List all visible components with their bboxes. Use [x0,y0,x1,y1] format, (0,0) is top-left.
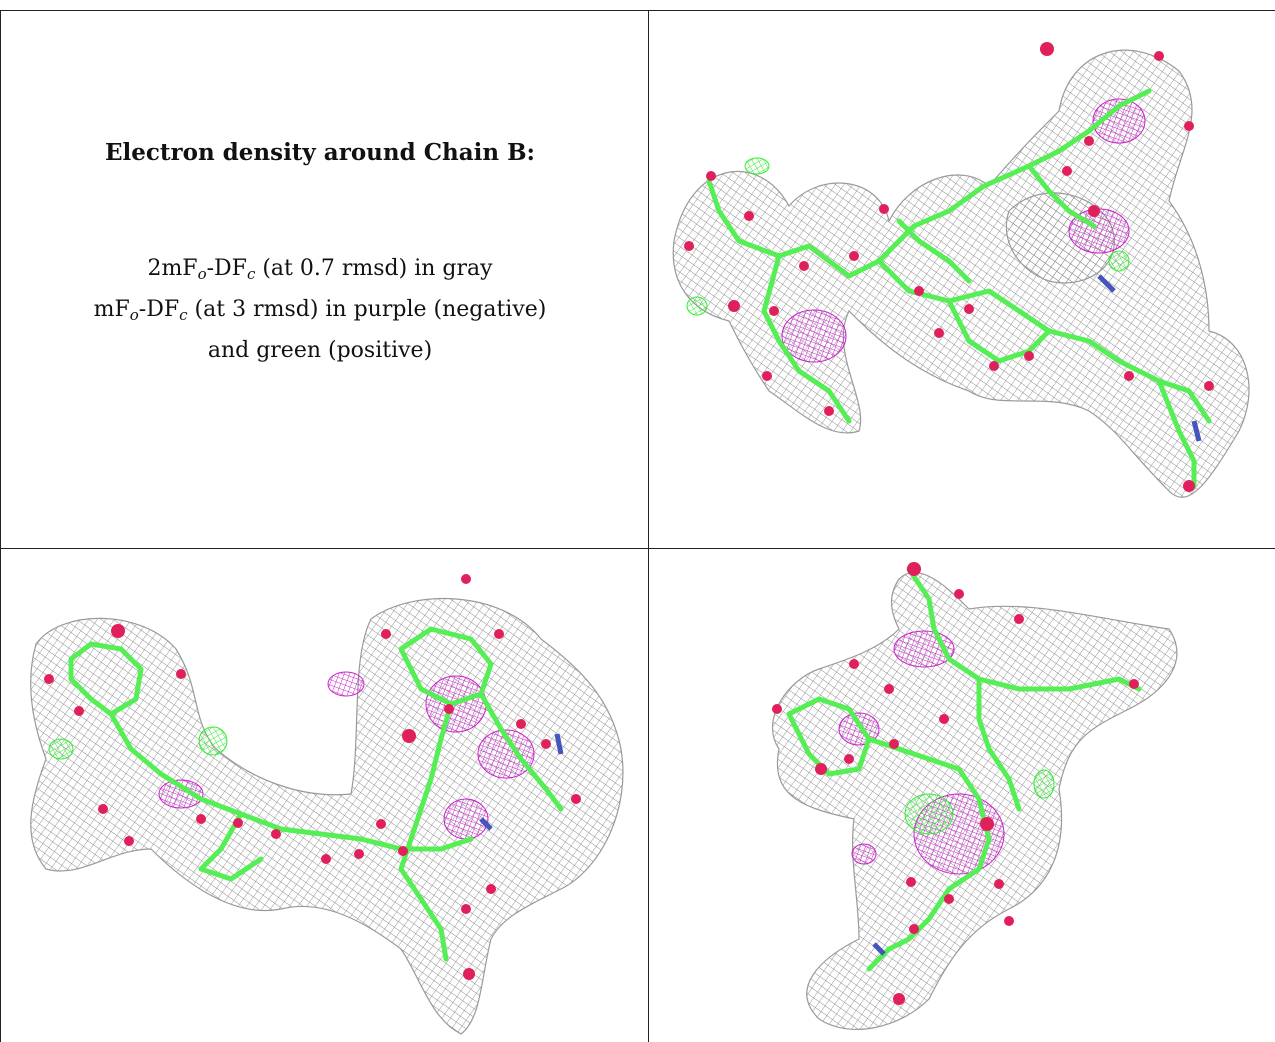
molecule-density-icon [672,42,1250,498]
caption-cell: Electron density around Chain B: 2mFo-DF… [1,11,648,548]
chain-b-density-view-1 [649,11,1275,548]
legend-line-gray: 2mFo-DFc (at 0.7 rmsd) in gray [147,256,493,283]
chain-b-density-view-2 [1,549,648,1042]
chain-b-density-view-3 [649,549,1275,1042]
table-center-border [648,10,649,1042]
table-middle-border [0,548,1275,549]
table-left-border [0,10,1,1042]
density-legend: 2mFo-DFc (at 0.7 rmsd) in gray mFo-DFc (… [1,251,639,369]
legend-line-difference: mFo-DFc (at 3 rmsd) in purple (negative) [93,297,547,324]
legend-line-positive: and green (positive) [207,338,433,363]
molecule-density-icon [772,562,1178,1030]
figure-title: Electron density around Chain B: [104,139,536,166]
molecule-density-icon [30,574,624,1035]
table-top-border [0,10,1275,11]
